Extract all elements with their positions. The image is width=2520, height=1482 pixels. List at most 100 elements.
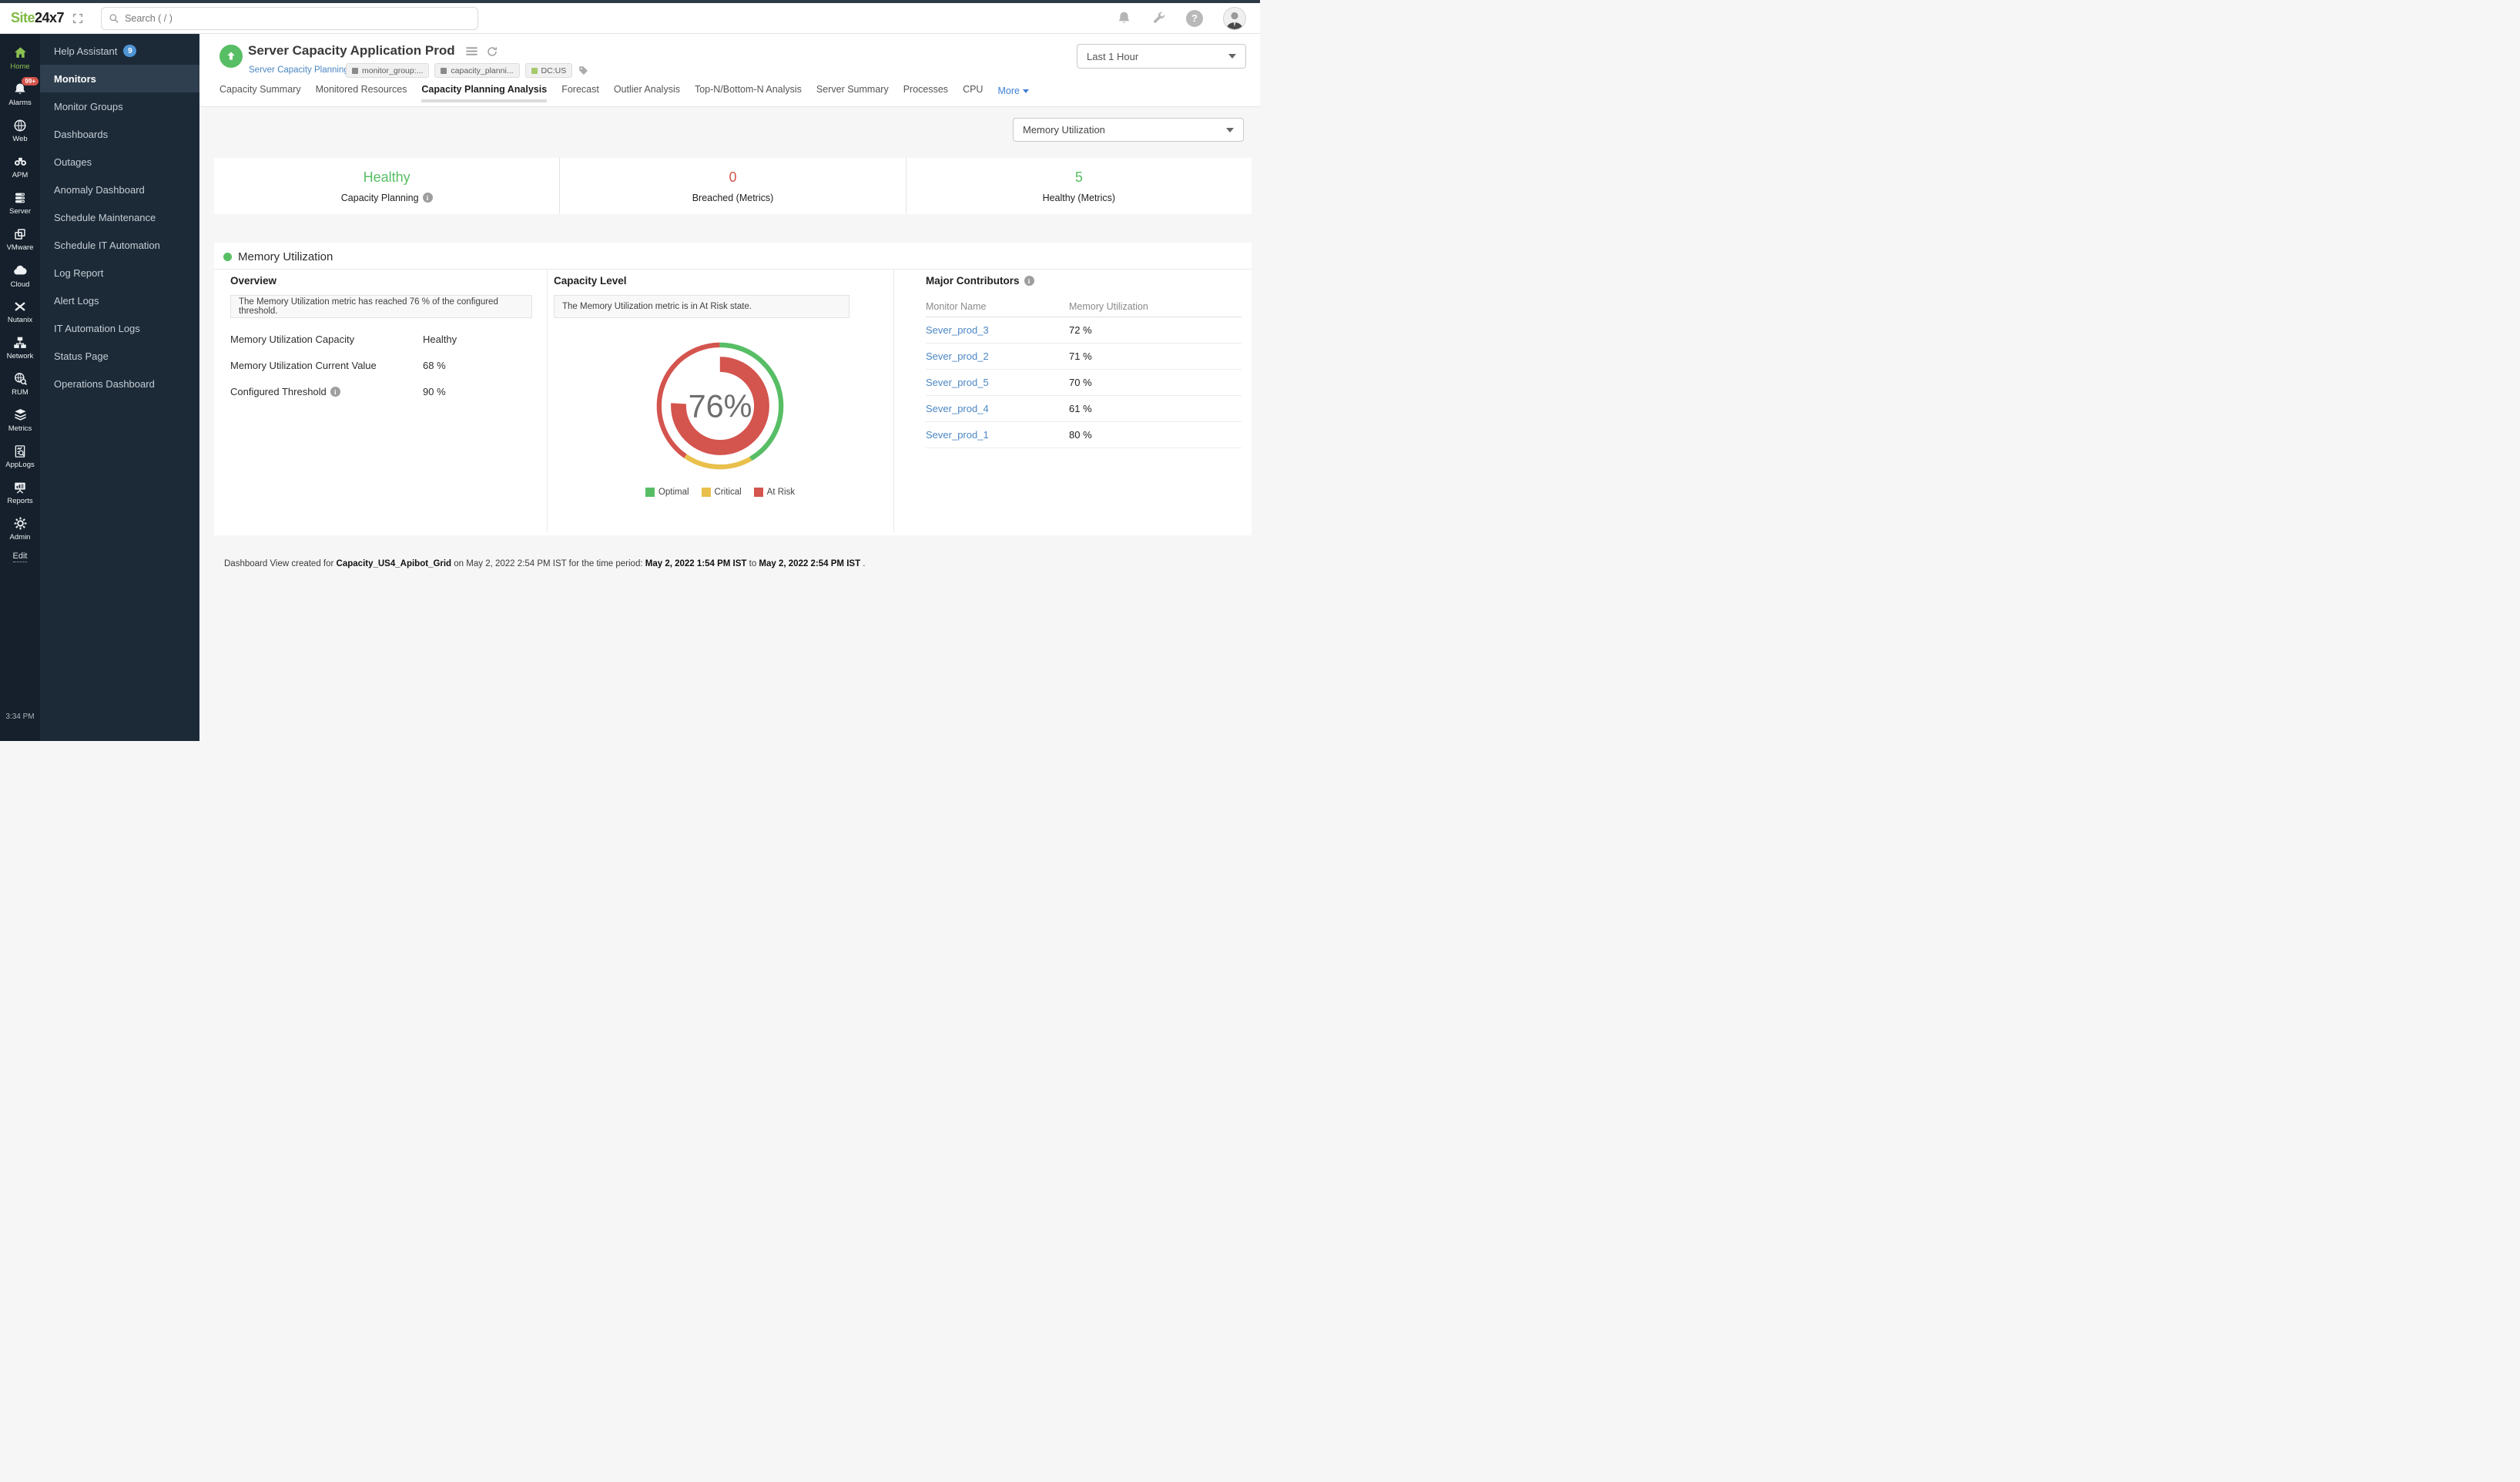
- column-header-memory-utilization: Memory Utilization: [1069, 301, 1148, 312]
- tag-chip-dc-us[interactable]: DC:US: [524, 63, 573, 78]
- tag-chip-monitor-group[interactable]: monitor_group:...: [346, 63, 430, 78]
- tab-outlier-analysis[interactable]: Outlier Analysis: [613, 84, 680, 95]
- menu-item-help-assistant[interactable]: Help Assistant 9: [40, 37, 199, 65]
- divider: [214, 269, 1252, 270]
- rail-item-rum[interactable]: RUM: [0, 366, 40, 402]
- site24x7-logo[interactable]: Site24x7: [11, 10, 65, 25]
- expand-icon[interactable]: [72, 12, 84, 25]
- menu-item-monitors[interactable]: Monitors: [40, 65, 199, 92]
- rail-clock: 3:34 PM: [5, 712, 35, 721]
- tab-capacity-summary[interactable]: Capacity Summary: [219, 84, 301, 95]
- tab-forecast[interactable]: Forecast: [561, 84, 599, 95]
- divider: [893, 269, 894, 531]
- monitors-side-menu: Help Assistant 9 Monitors Monitor Groups…: [40, 34, 199, 741]
- monitor-link[interactable]: Sever_prod_2: [926, 350, 989, 362]
- stat-healthy-metrics: 5 Healthy (Metrics): [905, 158, 1252, 214]
- rail-item-cloud[interactable]: Cloud: [0, 257, 40, 293]
- rail-item-reports[interactable]: Reports: [0, 474, 40, 511]
- monitor-link[interactable]: Sever_prod_3: [926, 324, 989, 336]
- cloud-icon: [14, 265, 27, 274]
- rail-item-nutanix[interactable]: Nutanix: [0, 293, 40, 330]
- rail-item-alarms[interactable]: 99+ Alarms: [0, 76, 40, 112]
- tab-capacity-planning-analysis[interactable]: Capacity Planning Analysis: [421, 84, 548, 102]
- section-header: Memory Utilization: [223, 250, 333, 263]
- search-input[interactable]: [125, 12, 471, 24]
- tools-wrench-icon[interactable]: [1151, 11, 1166, 25]
- tag-color-swatch: [441, 67, 447, 74]
- menu-item-dashboards[interactable]: Dashboards: [54, 128, 109, 140]
- info-icon[interactable]: i: [422, 193, 433, 203]
- tab-server-summary[interactable]: Server Summary: [816, 84, 889, 95]
- rail-item-applogs[interactable]: AppLogs: [0, 438, 40, 474]
- chevron-down-icon: [1228, 54, 1236, 59]
- menu-item-it-automation-logs[interactable]: IT Automation Logs: [54, 322, 140, 334]
- table-row: Sever_prod_1 80 %: [926, 422, 1242, 448]
- status-dot: [223, 253, 232, 261]
- menu-item-status-page[interactable]: Status Page: [54, 350, 109, 362]
- alarms-badge: 99+: [22, 77, 39, 86]
- tab-top-n-bottom-n[interactable]: Top-N/Bottom-N Analysis: [694, 84, 802, 95]
- help-icon[interactable]: ?: [1186, 9, 1203, 27]
- overview-value: Healthy: [423, 334, 457, 345]
- gauge-center-value: 76%: [689, 388, 752, 424]
- breadcrumb-link[interactable]: Server Capacity Planning: [249, 65, 349, 75]
- menu-item-monitor-groups[interactable]: Monitor Groups: [54, 100, 123, 112]
- alarm-bell-icon: [15, 83, 25, 94]
- rail-item-admin[interactable]: Admin: [0, 511, 40, 547]
- stat-capacity-planning: Healthy Capacity Planning i: [214, 158, 559, 214]
- table-row: Sever_prod_5 70 %: [926, 370, 1242, 396]
- menu-item-schedule-it-automation[interactable]: Schedule IT Automation: [54, 239, 160, 251]
- tag-color-swatch: [531, 67, 538, 74]
- monitor-link[interactable]: Sever_prod_5: [926, 377, 989, 388]
- menu-item-alert-logs[interactable]: Alert Logs: [54, 294, 99, 307]
- chevron-down-icon: [1226, 127, 1234, 132]
- info-icon[interactable]: i: [1024, 276, 1034, 286]
- rum-globe-magnifier-icon: [14, 373, 27, 386]
- overview-row: Configured Threshold i: [230, 386, 538, 397]
- rail-item-home[interactable]: Home: [0, 40, 40, 76]
- tab-monitored-resources[interactable]: Monitored Resources: [315, 84, 407, 95]
- rail-item-server[interactable]: Server: [0, 185, 40, 221]
- time-range-dropdown[interactable]: Last 1 Hour: [1077, 44, 1246, 69]
- tag-icon[interactable]: [578, 65, 589, 76]
- tab-more[interactable]: More: [997, 84, 1029, 102]
- metrics-layers-icon: [14, 408, 26, 421]
- monitor-link[interactable]: Sever_prod_4: [926, 403, 989, 414]
- top-strip: [0, 0, 1260, 3]
- search-box[interactable]: [101, 6, 479, 30]
- tab-bar: Capacity Summary Monitored Resources Cap…: [219, 84, 1029, 102]
- notification-bell-icon[interactable]: [1117, 11, 1131, 25]
- nutanix-x-icon: [15, 301, 25, 311]
- network-topology-icon: [14, 337, 26, 348]
- legend-swatch: [701, 488, 711, 497]
- edit-link[interactable]: Edit: [12, 552, 28, 562]
- table-row: Sever_prod_4 61 %: [926, 396, 1242, 422]
- info-icon[interactable]: i: [330, 387, 340, 397]
- server-stack-icon: [15, 193, 25, 203]
- menu-item-log-report[interactable]: Log Report: [54, 267, 104, 279]
- monitor-link[interactable]: Sever_prod_1: [926, 429, 989, 441]
- table-row: Sever_prod_3 72 %: [926, 317, 1242, 344]
- rail-item-web[interactable]: Web: [0, 112, 40, 149]
- chevron-down-icon: [1022, 89, 1029, 93]
- rail-item-apm[interactable]: APM: [0, 149, 40, 185]
- major-contributors-heading: Major Contributors i: [926, 275, 1034, 287]
- tag-chip-capacity-planning[interactable]: capacity_planni...: [434, 63, 520, 78]
- tab-processes[interactable]: Processes: [903, 84, 949, 95]
- refresh-icon[interactable]: [486, 45, 498, 58]
- rail-item-metrics[interactable]: Metrics: [0, 402, 40, 438]
- menu-item-operations-dashboard[interactable]: Operations Dashboard: [54, 377, 155, 390]
- metric-dropdown[interactable]: Memory Utilization: [1013, 118, 1244, 142]
- memory-utilization-card: Memory Utilization Overview The Memory U…: [214, 243, 1252, 535]
- menu-item-schedule-maintenance[interactable]: Schedule Maintenance: [54, 211, 156, 223]
- rail-item-network[interactable]: Network: [0, 330, 40, 366]
- menu-item-outages[interactable]: Outages: [54, 156, 92, 168]
- dashboard-footer-note: Dashboard View created for Capacity_US4_…: [224, 559, 866, 568]
- page-title: Server Capacity Application Prod: [248, 43, 455, 58]
- tab-cpu[interactable]: CPU: [963, 84, 984, 95]
- menu-item-anomaly-dashboard[interactable]: Anomaly Dashboard: [54, 183, 145, 196]
- rail-item-vmware[interactable]: VMware: [0, 221, 40, 257]
- column-header-monitor-name: Monitor Name: [926, 301, 987, 312]
- user-avatar[interactable]: [1223, 6, 1246, 30]
- hamburger-menu-icon[interactable]: [465, 45, 478, 57]
